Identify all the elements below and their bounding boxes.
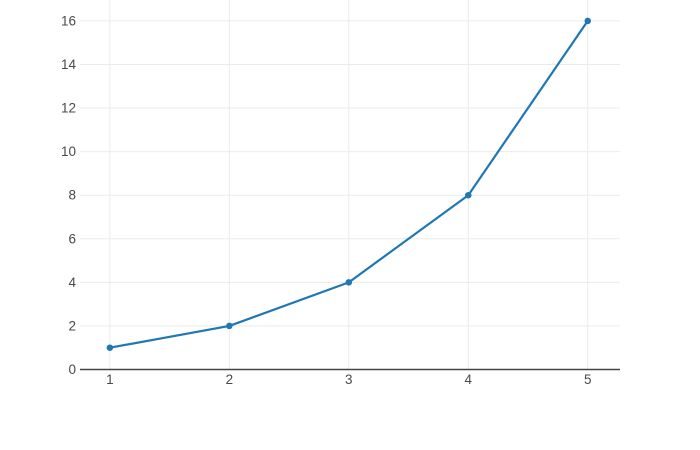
y-axis-tick-label: 12 xyxy=(61,101,76,116)
y-axis-tick-label: 8 xyxy=(68,188,76,203)
x-axis-tick-label: 3 xyxy=(345,372,353,387)
y-axis-tick-label: 10 xyxy=(61,144,76,159)
y-axis-tick-label: 4 xyxy=(68,275,76,290)
y-axis-tick-label: 6 xyxy=(68,231,76,246)
gridlines-layer xyxy=(80,0,620,370)
data-point-marker[interactable] xyxy=(345,279,353,286)
x-axis-tick-label: 5 xyxy=(584,372,592,387)
data-point-marker[interactable] xyxy=(106,344,114,351)
y-axis-tick-label: 16 xyxy=(61,13,76,28)
y-axis-tick-label: 14 xyxy=(61,57,77,72)
series-layer xyxy=(106,17,591,351)
data-point-marker[interactable] xyxy=(584,17,591,25)
x-axis-tick-label: 1 xyxy=(106,372,114,387)
y-axis-tick-label: 2 xyxy=(68,318,76,333)
data-point-marker[interactable] xyxy=(226,322,233,330)
x-axis-tick-label: 4 xyxy=(465,372,473,387)
x-axis-tick-label: 2 xyxy=(226,372,234,387)
y-axis-tick-label: 0 xyxy=(68,362,76,377)
data-point-marker[interactable] xyxy=(465,191,472,199)
